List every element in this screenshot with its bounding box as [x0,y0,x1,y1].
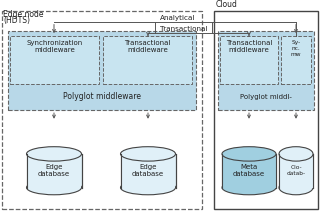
Ellipse shape [121,147,175,161]
Bar [279,154,313,187]
Bar [10,36,99,84]
Text: Transactional
middleware: Transactional middleware [226,40,272,54]
Text: Polyglot middl-: Polyglot middl- [240,94,292,100]
Text: Meta
database: Meta database [233,164,265,177]
Bar [103,36,192,84]
Text: Transactional
middleware: Transactional middleware [124,40,171,54]
Bar [218,31,314,110]
Ellipse shape [222,147,276,161]
Text: Edge node: Edge node [3,10,44,19]
Text: Polyglot middleware: Polyglot middleware [63,92,141,101]
Ellipse shape [222,180,276,195]
Text: Edge
database: Edge database [38,164,70,177]
Text: Cloud: Cloud [216,0,238,9]
Text: Sy-
nc.
mw: Sy- nc. mw [291,40,301,56]
Text: Analytical: Analytical [160,15,196,21]
Bar [279,154,313,187]
Text: Edge
database: Edge database [132,164,164,177]
Ellipse shape [121,180,175,195]
Ellipse shape [27,180,82,195]
Bar [222,154,276,187]
Ellipse shape [279,180,313,195]
Bar [281,36,311,84]
Bar [222,154,276,187]
Text: Transactional: Transactional [160,26,207,32]
Ellipse shape [279,147,313,161]
Bar [220,36,278,84]
Bar [214,11,318,209]
Ellipse shape [27,147,82,161]
Bar [8,31,196,110]
Bar [2,11,202,209]
Bar [27,154,82,187]
Text: Synchronization
middleware: Synchronization middleware [26,40,83,54]
Bar [121,154,175,187]
Bar [121,154,175,187]
Text: (HDTS): (HDTS) [3,16,30,25]
Text: Clo-
datab-: Clo- datab- [286,165,306,176]
Bar [27,154,82,187]
